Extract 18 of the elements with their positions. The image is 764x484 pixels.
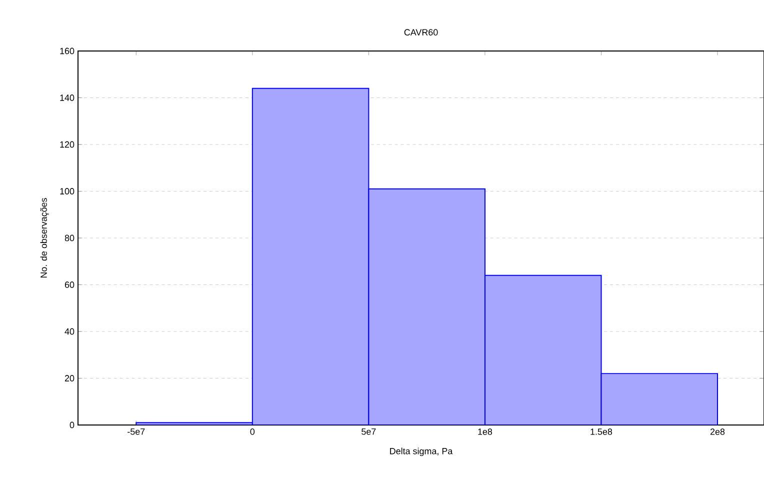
x-tick-label: 1.5e8 [590,428,612,435]
x-axis-title: Delta sigma, Pa [390,448,453,456]
y-tick-label: 120 [60,141,74,148]
y-axis-title: No. de observações [40,198,49,278]
y-tick-label: 60 [64,282,74,288]
y-tick-label: 160 [60,48,74,54]
y-tick-label: 20 [64,375,74,382]
x-tick-label: 2e8 [710,428,725,435]
y-tick-label: 0 [70,422,74,428]
x-tick-label: 5e7 [362,428,376,435]
y-tick-label: 140 [60,94,74,101]
y-tick-label: 80 [64,234,74,242]
chart-title: CAVR60 [404,29,438,36]
y-tick-label: 40 [64,328,74,335]
x-tick-label: 1e8 [478,428,492,435]
x-tick-label: -5e7 [128,428,145,435]
x-tick-label: 0 [250,428,255,435]
y-tick-label: 100 [60,188,74,194]
